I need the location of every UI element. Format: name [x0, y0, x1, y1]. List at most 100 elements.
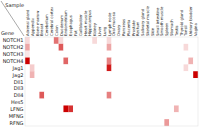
heatmap-cell: [30, 112, 35, 119]
row-label: Dll1: [14, 79, 24, 85]
heatmap-cell: [169, 92, 174, 99]
heatmap-cell: [193, 51, 198, 58]
heatmap-cell: [49, 85, 54, 92]
heatmap-cell: [44, 78, 49, 85]
row-label: MFNG: [9, 113, 24, 119]
cells: [25, 37, 198, 126]
heatmap-cell: [169, 71, 174, 78]
heatmap-cell: [121, 71, 126, 78]
heatmap-cell: [59, 51, 64, 58]
heatmap-cell: [184, 37, 189, 44]
heatmap-cell: [68, 64, 73, 71]
heatmap-cell: [164, 105, 169, 112]
heatmap-cell: [131, 71, 136, 78]
heatmap-cell: [92, 85, 97, 92]
row-label: RFNG: [10, 120, 24, 126]
heatmap-cell: [54, 71, 59, 78]
heatmap-cell: [184, 85, 189, 92]
heatmap-cell: [164, 85, 169, 92]
heatmap-cell: [121, 37, 126, 44]
heatmap-cell: [73, 99, 78, 106]
heatmap-cell: [97, 78, 102, 85]
heatmap-cell: [179, 105, 184, 112]
heatmap-cell: [39, 64, 44, 71]
heatmap-cell: [39, 37, 44, 44]
heatmap-cell: [121, 51, 126, 58]
heatmap-cell: [92, 92, 97, 99]
heatmap-cell: [35, 64, 40, 71]
heatmap-cell: [140, 105, 145, 112]
row-label: NOTCH1: [3, 37, 24, 43]
heatmap-cell: [164, 78, 169, 85]
heatmap-cell: [131, 37, 136, 44]
heatmap-cell: [169, 85, 174, 92]
heatmap-cell: [30, 119, 35, 126]
heatmap-cell: [102, 112, 107, 119]
heatmap-cell: [30, 85, 35, 92]
heatmap-cell: [131, 92, 136, 99]
heatmap-cell: [160, 64, 165, 71]
heatmap-cell: [193, 85, 198, 92]
heatmap-cell: [30, 51, 35, 58]
heatmap-cell: [164, 71, 169, 78]
heatmap-cell: [35, 71, 40, 78]
heatmap-cell: [112, 37, 117, 44]
heatmap-cell: [145, 92, 150, 99]
heatmap-cell: [92, 99, 97, 106]
heatmap-cell: [112, 44, 117, 51]
heatmap-cell: [145, 58, 150, 65]
heatmap-cell: [136, 85, 141, 92]
heatmap-cell: [49, 37, 54, 44]
heatmap-cell: [174, 37, 179, 44]
heatmap-cell: [39, 92, 44, 99]
heatmap-cell: [44, 51, 49, 58]
heatmap-cell: [145, 37, 150, 44]
heatmap-cell: [145, 64, 150, 71]
heatmap-cell: [145, 85, 150, 92]
heatmap-cell: [39, 112, 44, 119]
heatmap-cell: [116, 119, 121, 126]
heatmap-cell: [126, 37, 131, 44]
heatmap-cell: [179, 64, 184, 71]
heatmap-cell: [97, 105, 102, 112]
heatmap-cell: [140, 64, 145, 71]
heatmap-cell: [184, 92, 189, 99]
heatmap-cell: [145, 71, 150, 78]
heatmap-cell: [68, 71, 73, 78]
heatmap-cell: [155, 78, 160, 85]
heatmap-cell: [87, 99, 92, 106]
heatmap-cell: [92, 58, 97, 65]
heatmap-cell: [193, 44, 198, 51]
heatmap-cell: [126, 99, 131, 106]
heatmap-cell: [150, 37, 155, 44]
heatmap-cell: [73, 58, 78, 65]
heatmap-cell: [136, 51, 141, 58]
heatmap-cell: [83, 92, 88, 99]
heatmap-cell: [87, 44, 92, 51]
heatmap-cell: [39, 58, 44, 65]
heatmap-cell: [35, 85, 40, 92]
heatmap-cell: [78, 58, 83, 65]
heatmap-cell: [68, 37, 73, 44]
heatmap-cell: [97, 99, 102, 106]
heatmap-cell: [184, 58, 189, 65]
heatmap-cell: [97, 58, 102, 65]
heatmap-cell: [63, 37, 68, 44]
heatmap-cell: [83, 58, 88, 65]
heatmap-cell: [140, 37, 145, 44]
heatmap-cell: [126, 119, 131, 126]
heatmap-cell: [49, 44, 54, 51]
heatmap-cell: [63, 71, 68, 78]
heatmap-cell: [169, 119, 174, 126]
heatmap-cell: [140, 92, 145, 99]
heatmap-cell: [188, 71, 193, 78]
heatmap-cell: [87, 119, 92, 126]
heatmap-cell: [35, 44, 40, 51]
heatmap-cell: [140, 119, 145, 126]
heatmap-cell: [107, 99, 112, 106]
heatmap-cell: [179, 85, 184, 92]
heatmap-cell: [164, 58, 169, 65]
heatmap-cell: [73, 105, 78, 112]
heatmap-cell: [107, 78, 112, 85]
heatmap-cell: [193, 119, 198, 126]
